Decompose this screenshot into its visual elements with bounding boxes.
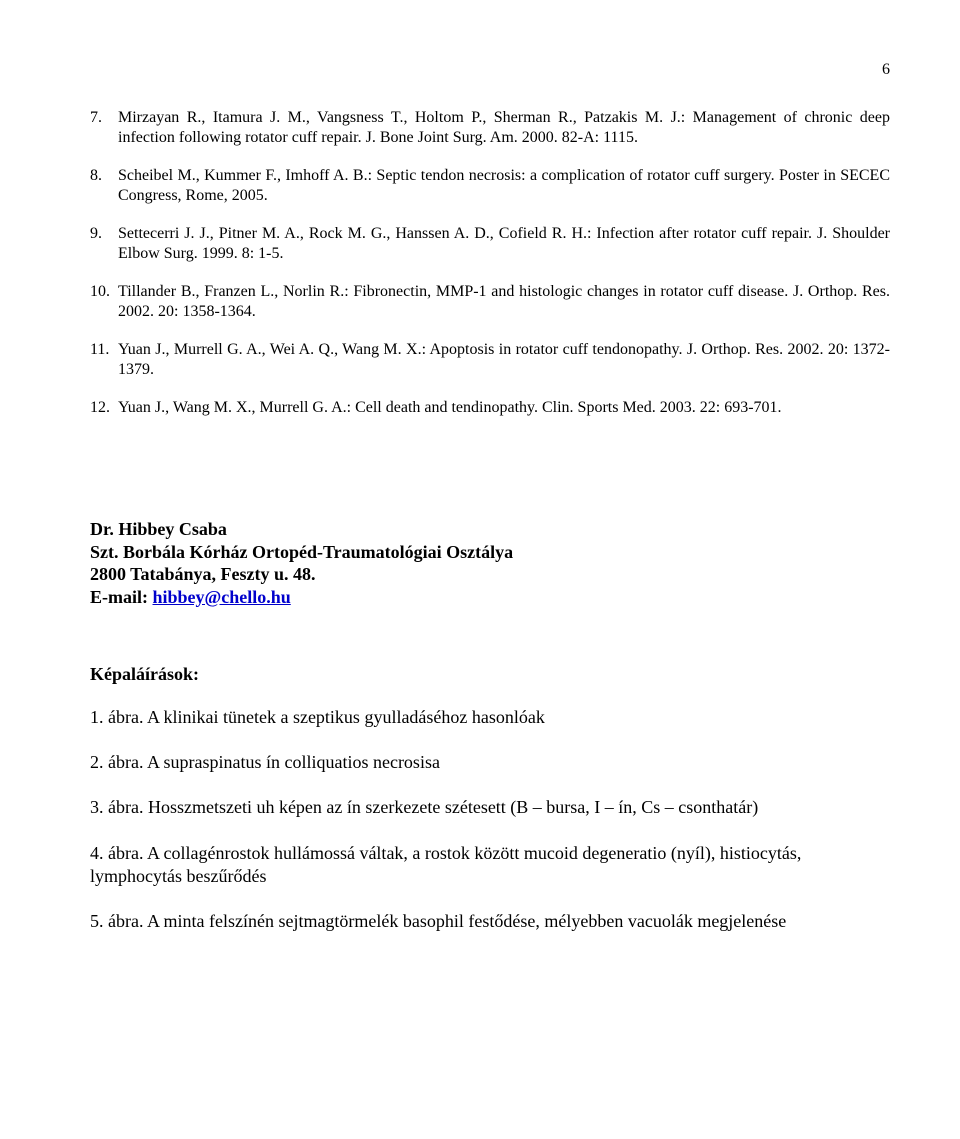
author-institution: Szt. Borbála Kórház Ortopéd-Traumatológi… [90, 541, 890, 564]
reference-text: Tillander B., Franzen L., Norlin R.: Fib… [118, 282, 890, 322]
email-label: E-mail: [90, 587, 153, 607]
reference-item: 7. Mirzayan R., Itamura J. M., Vangsness… [90, 108, 890, 148]
reference-item: 11. Yuan J., Murrell G. A., Wei A. Q., W… [90, 340, 890, 380]
figure-caption: 1. ábra. A klinikai tünetek a szeptikus … [90, 706, 890, 729]
page-number: 6 [90, 60, 890, 80]
figure-caption: 3. ábra. Hosszmetszeti uh képen az ín sz… [90, 796, 890, 819]
author-block: Dr. Hibbey Csaba Szt. Borbála Kórház Ort… [90, 518, 890, 608]
reference-number: 10. [90, 282, 118, 322]
author-address: 2800 Tatabánya, Feszty u. 48. [90, 563, 890, 586]
reference-item: 10. Tillander B., Franzen L., Norlin R.:… [90, 282, 890, 322]
author-name: Dr. Hibbey Csaba [90, 518, 890, 541]
reference-item: 12. Yuan J., Wang M. X., Murrell G. A.: … [90, 398, 890, 418]
reference-text: Yuan J., Murrell G. A., Wei A. Q., Wang … [118, 340, 890, 380]
reference-item: 8. Scheibel M., Kummer F., Imhoff A. B.:… [90, 166, 890, 206]
figure-caption: 5. ábra. A minta felszínén sejtmagtörmel… [90, 910, 890, 933]
figures-heading: Képaláírások: [90, 663, 890, 686]
email-link[interactable]: hibbey@chello.hu [153, 587, 291, 607]
reference-number: 11. [90, 340, 118, 380]
reference-text: Mirzayan R., Itamura J. M., Vangsness T.… [118, 108, 890, 148]
reference-text: Yuan J., Wang M. X., Murrell G. A.: Cell… [118, 398, 890, 418]
reference-text: Scheibel M., Kummer F., Imhoff A. B.: Se… [118, 166, 890, 206]
figure-caption: 4. ábra. A collagénrostok hullámossá vál… [90, 842, 890, 889]
reference-item: 9. Settecerri J. J., Pitner M. A., Rock … [90, 224, 890, 264]
author-email-line: E-mail: hibbey@chello.hu [90, 586, 890, 609]
figure-caption: 2. ábra. A supraspinatus ín colliquatios… [90, 751, 890, 774]
reference-number: 12. [90, 398, 118, 418]
reference-number: 9. [90, 224, 118, 264]
reference-number: 7. [90, 108, 118, 148]
reference-number: 8. [90, 166, 118, 206]
reference-text: Settecerri J. J., Pitner M. A., Rock M. … [118, 224, 890, 264]
